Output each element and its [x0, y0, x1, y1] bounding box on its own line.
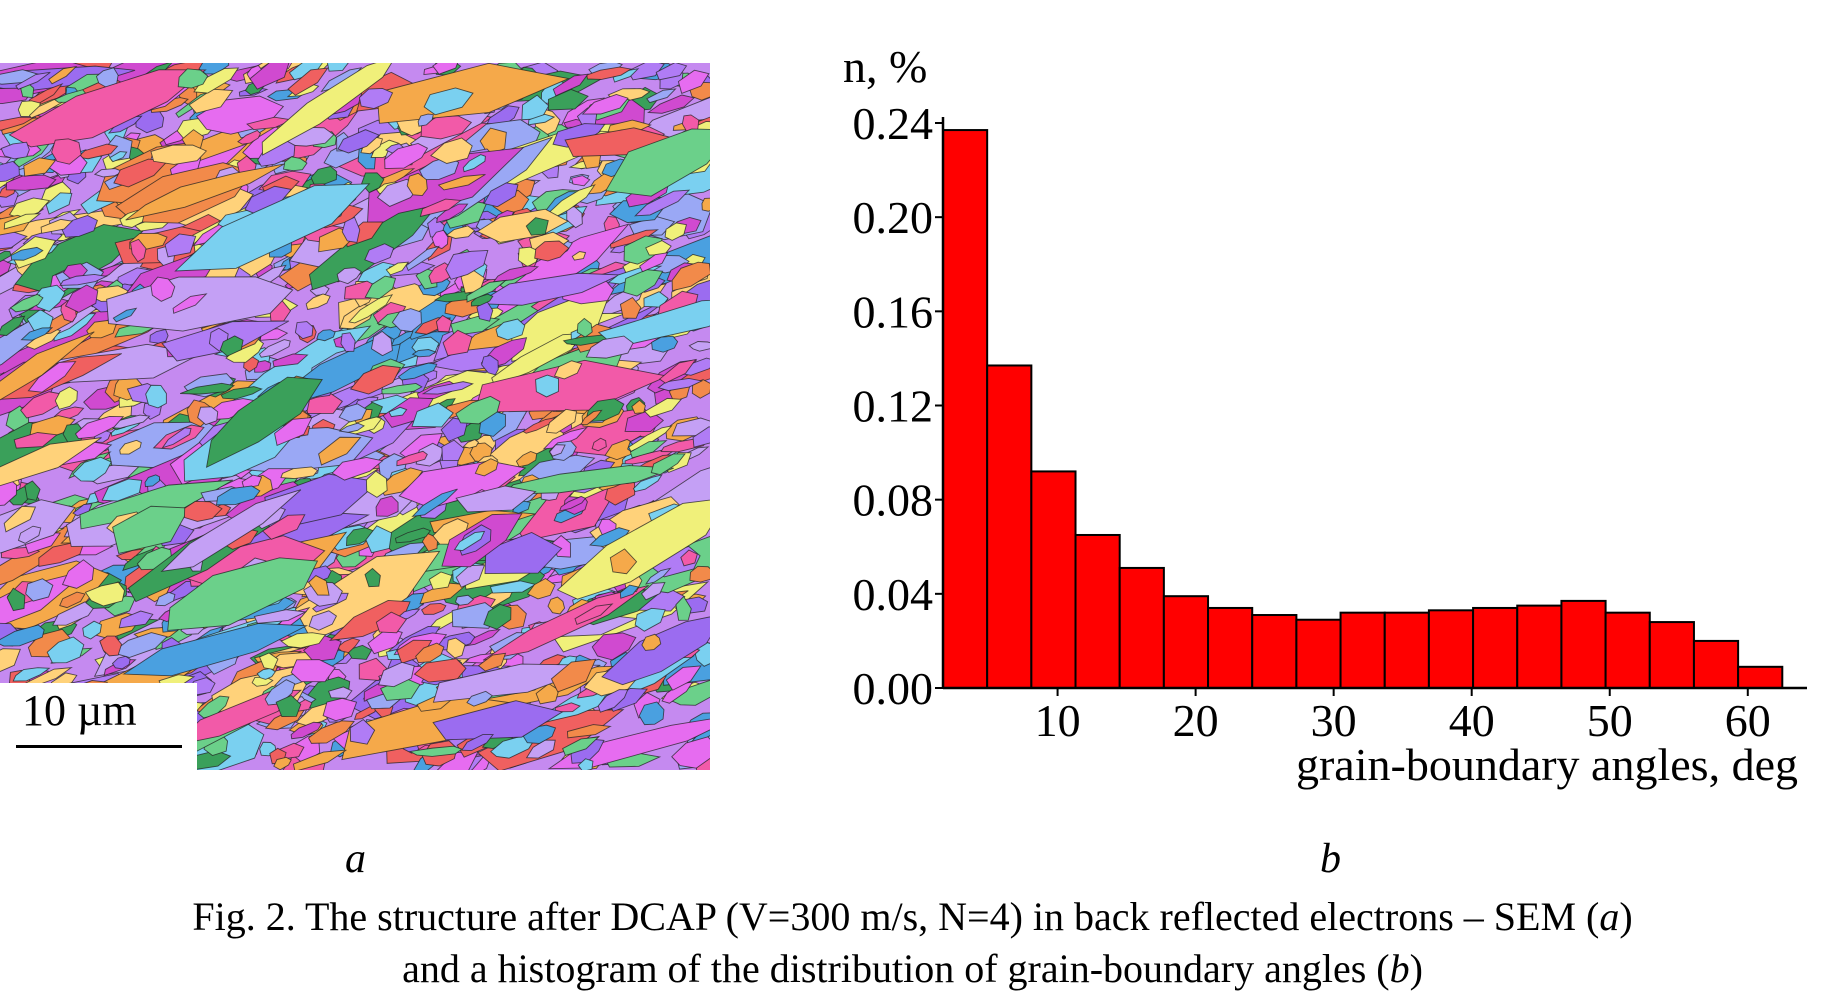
histogram-bar: [1118, 566, 1165, 689]
figure-caption-line-2: and a histogram of the distribution of g…: [0, 947, 1825, 991]
histogram-bar: [986, 364, 1033, 689]
histogram: 0.00 0.04 0.08 0.12 0.16 0.20 0.24 10 20 30 40 50 60…: [800, 40, 1825, 820]
x-tick-label: 60: [1725, 695, 1771, 746]
caption-line-1-italic: a: [1599, 894, 1620, 939]
histogram-bar: [1472, 606, 1519, 689]
histogram-bar: [1207, 606, 1254, 689]
histogram-bar: [1162, 595, 1210, 689]
y-tick-label: 0.12: [853, 381, 934, 432]
x-tick-label: 40: [1449, 695, 1495, 746]
histogram-bar: [1516, 604, 1563, 690]
y-tick-label: 0.08: [853, 475, 934, 526]
y-tick-label: 0.16: [853, 286, 934, 337]
y-tick-label: 0.04: [853, 569, 934, 620]
caption-line-2-text: and a histogram of the distribution of g…: [402, 946, 1390, 991]
bars: [942, 129, 1784, 690]
figure-caption-line-1: Fig. 2. The structure after DCAP (V=300 …: [0, 895, 1825, 939]
y-tick-label: 0.00: [853, 663, 934, 714]
histogram-bar: [1295, 618, 1342, 690]
y-tick-label: 0.20: [853, 192, 934, 243]
caption-line-2-end: ): [1409, 946, 1423, 991]
histogram-bar: [1648, 621, 1695, 689]
histogram-bar: [1251, 614, 1298, 689]
y-axis-label: n, %: [843, 41, 927, 92]
histogram-bar: [1692, 639, 1740, 690]
scale-bar-line: [16, 745, 182, 748]
panel-label-b: b: [1320, 836, 1341, 882]
x-tick-label: 30: [1311, 695, 1357, 746]
scale-bar-label: 10 µm: [22, 686, 137, 735]
ebsd-micrograph: 10 µm: [0, 63, 710, 770]
histogram-bar: [1030, 470, 1077, 689]
caption-line-1-end: ): [1619, 894, 1633, 939]
panel-label-a: a: [345, 836, 366, 882]
caption-line-1-text: Fig. 2. The structure after DCAP (V=300 …: [192, 894, 1600, 939]
histogram-bar: [1604, 611, 1651, 690]
histogram-bar: [1560, 599, 1607, 689]
x-axis-label: grain-boundary angles, deg: [1296, 739, 1798, 790]
histogram-bar: [1383, 611, 1430, 690]
x-tick-label: 20: [1173, 695, 1219, 746]
x-tick-label: 50: [1587, 695, 1633, 746]
caption-line-2-italic: b: [1389, 946, 1410, 991]
histogram-bar: [1737, 665, 1784, 689]
histogram-bar: [1427, 609, 1475, 689]
histogram-plot: 0.00 0.04 0.08 0.12 0.16 0.20 0.24 10 20 30 40 50 60…: [843, 41, 1807, 790]
histogram-bar: [942, 129, 989, 689]
x-tick-label: 10: [1035, 695, 1081, 746]
grain-map: [0, 63, 710, 770]
scale-bar: 10 µm: [0, 683, 197, 770]
histogram-bar: [1074, 533, 1121, 689]
histogram-bar: [1339, 611, 1386, 690]
y-tick-label: 0.24: [853, 98, 934, 149]
